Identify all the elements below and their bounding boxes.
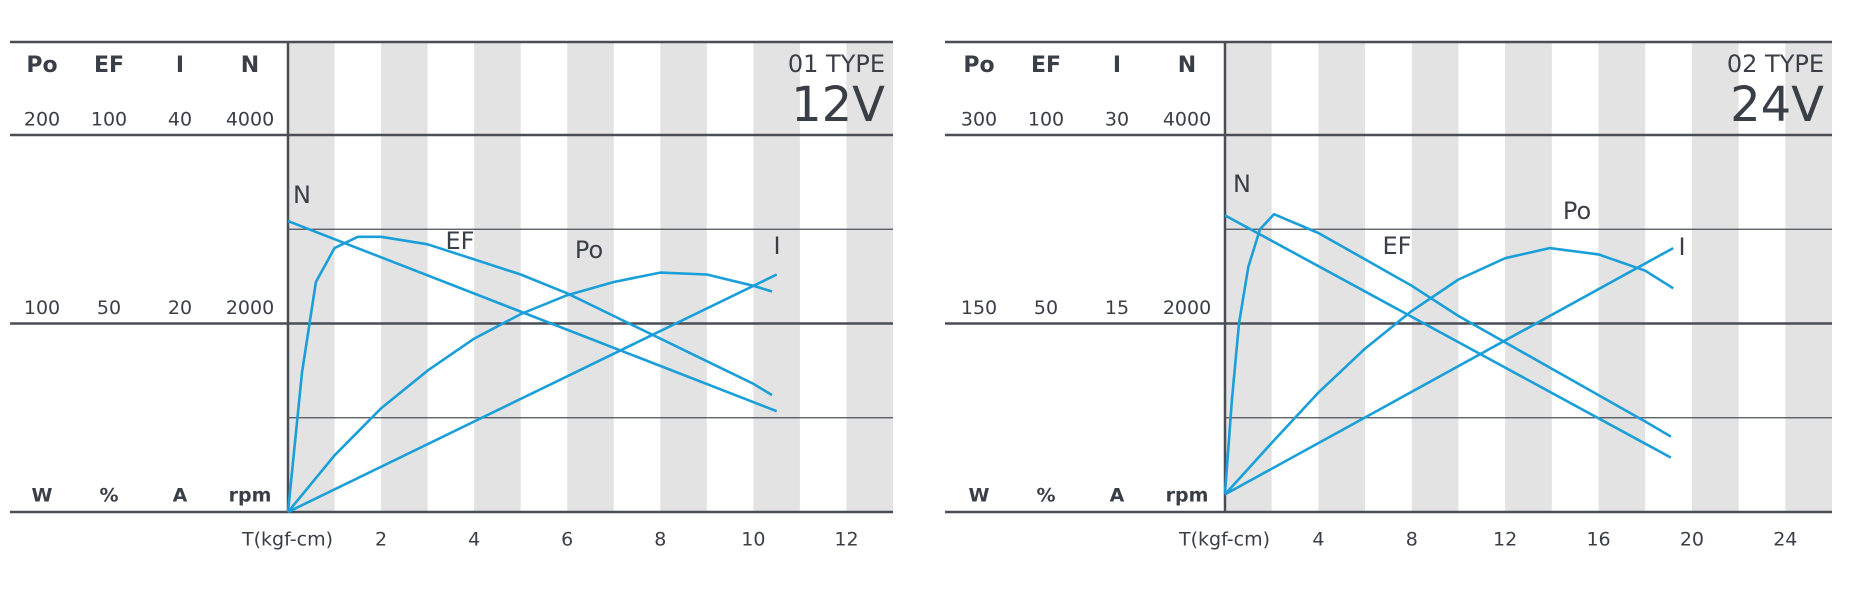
axis-name: N (1178, 53, 1196, 78)
curve-label: EF (1383, 232, 1412, 260)
axis-unit: A (173, 485, 188, 507)
stripe (1411, 42, 1459, 512)
stripe (1225, 42, 1272, 512)
axis-name: EF (94, 53, 124, 78)
axis-unit: A (1110, 485, 1125, 507)
curve (286, 271, 773, 513)
curve (286, 235, 773, 513)
x-tick-label: 4 (1312, 529, 1324, 551)
curve-label: I (773, 232, 780, 260)
curve-label: EF (446, 227, 475, 255)
chart-title: 01 TYPE (788, 50, 885, 78)
y-tick-label: 2000 (1163, 297, 1211, 319)
x-tick-label: 8 (1406, 529, 1418, 551)
stripe (1785, 42, 1832, 512)
curve-label: N (1233, 170, 1251, 198)
curve-label: N (293, 181, 311, 209)
y-tick-label: 100 (1028, 109, 1064, 131)
y-tick-label: 15 (1105, 297, 1129, 319)
stripe (567, 42, 614, 512)
stripe (1691, 42, 1739, 512)
x-tick-label: 16 (1586, 529, 1610, 551)
axis-unit: % (99, 485, 118, 507)
axis-name: I (1113, 53, 1121, 78)
curve (1224, 214, 1672, 459)
chart-title: 02 TYPE (1727, 50, 1824, 78)
stripe (660, 42, 707, 512)
y-tick-label: 30 (1105, 109, 1129, 131)
axis-name: EF (1031, 53, 1061, 78)
x-tick-label: 12 (834, 529, 858, 551)
axis-name: Po (963, 53, 994, 78)
axis-unit: W (969, 485, 990, 507)
axis-name: Po (26, 53, 57, 78)
x-tick-label: 20 (1680, 529, 1704, 551)
y-tick-label: 4000 (226, 109, 274, 131)
stripe (846, 42, 893, 512)
y-tick-label: 150 (961, 297, 997, 319)
x-axis-label: T(kgf-cm) (241, 529, 333, 551)
y-tick-label: 200 (24, 109, 60, 131)
y-tick-label: 50 (97, 297, 121, 319)
stripe (381, 42, 428, 512)
stripe (1505, 42, 1552, 512)
x-tick-label: 6 (561, 529, 573, 551)
curve-label: Po (1563, 197, 1591, 225)
axis-unit: % (1036, 485, 1055, 507)
curve (287, 219, 778, 413)
stripe (474, 42, 521, 512)
x-tick-label: 10 (741, 529, 765, 551)
curve-label: Po (575, 236, 603, 264)
y-tick-label: 4000 (1163, 109, 1211, 131)
curve (1224, 246, 1674, 496)
y-tick-label: 100 (24, 297, 60, 319)
y-tick-label: 20 (168, 297, 192, 319)
axis-name: I (176, 53, 184, 78)
axis-unit: rpm (229, 485, 272, 507)
y-tick-label: 50 (1034, 297, 1058, 319)
axis-unit: rpm (1166, 485, 1209, 507)
x-tick-label: 2 (375, 529, 387, 551)
axis-name: N (241, 53, 259, 78)
x-axis-label: T(kgf-cm) (1178, 529, 1270, 551)
x-tick-label: 8 (654, 529, 666, 551)
stripe (753, 42, 800, 512)
x-tick-label: 12 (1493, 529, 1517, 551)
voltage: 24V (1730, 77, 1824, 133)
y-tick-label: 40 (168, 109, 192, 131)
stripe (1318, 42, 1366, 512)
y-tick-label: 2000 (226, 297, 274, 319)
y-tick-label: 100 (91, 109, 127, 131)
curve (1223, 212, 1672, 494)
x-tick-label: 24 (1773, 529, 1797, 551)
curve (1224, 246, 1674, 496)
axis-unit: W (32, 485, 53, 507)
x-tick-label: 4 (468, 529, 480, 551)
curve (287, 273, 778, 514)
curve-label: I (1678, 233, 1685, 261)
y-tick-label: 300 (961, 109, 997, 131)
voltage: 12V (791, 77, 885, 133)
